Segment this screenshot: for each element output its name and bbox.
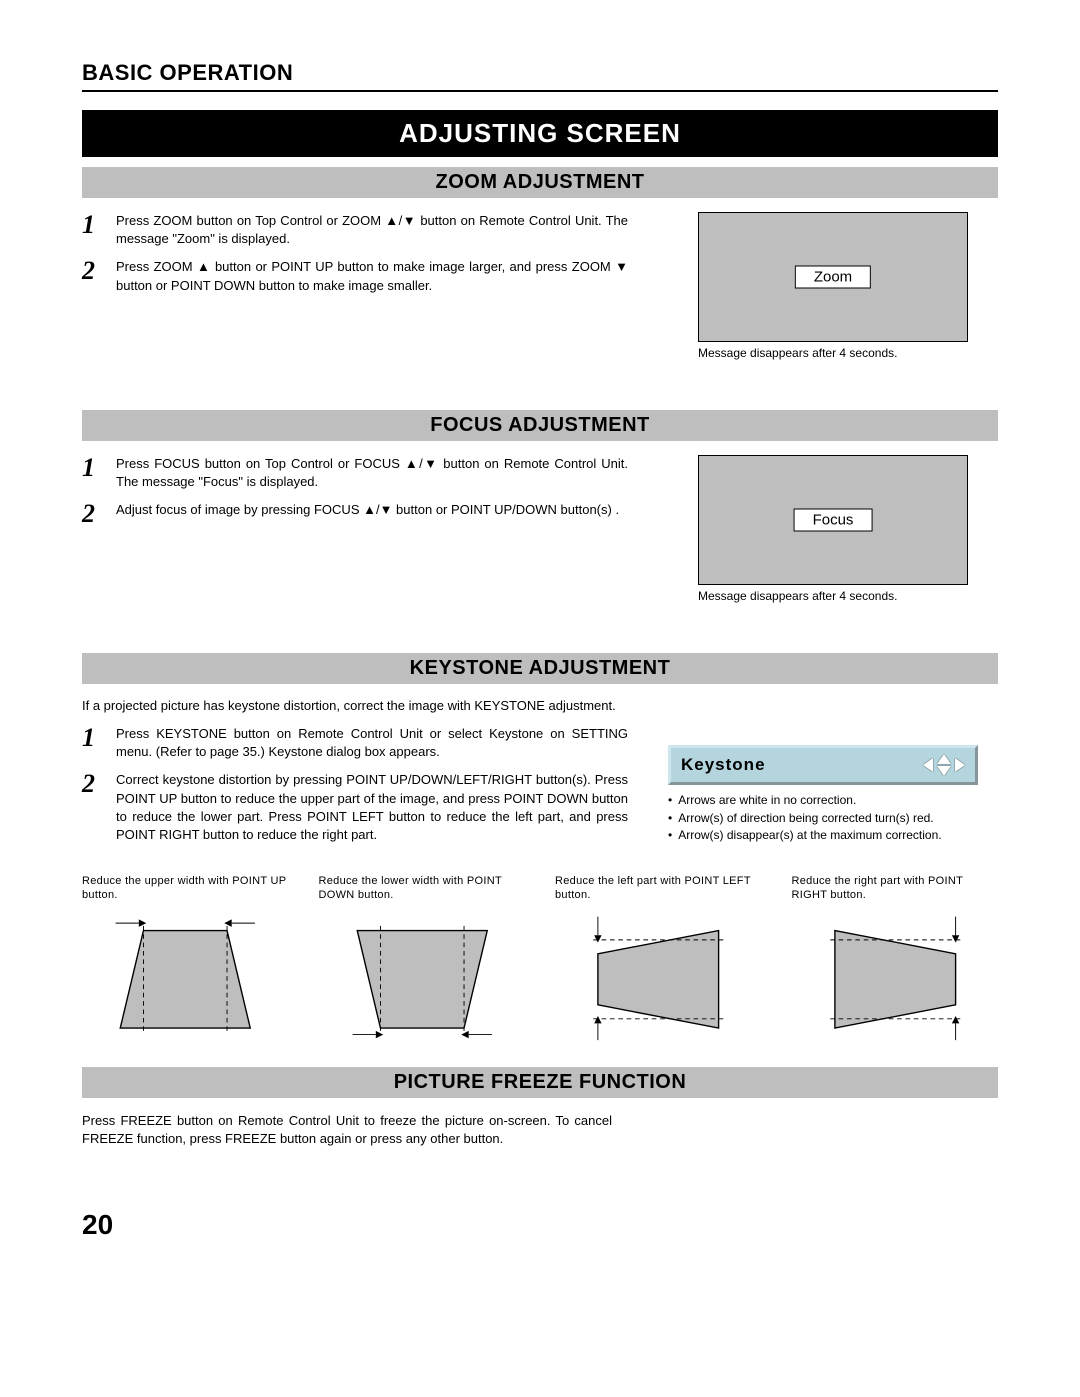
arrow-cluster-icon xyxy=(923,754,965,776)
keystone-heading: KEYSTONE ADJUSTMENT xyxy=(82,653,998,684)
focus-step2: Adjust focus of image by pressing FOCUS … xyxy=(116,501,628,527)
zoom-step2: Press ZOOM ▲ button or POINT UP button t… xyxy=(116,258,628,294)
triangle-left-icon xyxy=(923,758,933,772)
triangle-up-icon xyxy=(937,754,951,764)
zoom-screen-label: Zoom xyxy=(795,266,871,289)
freeze-text: Press FREEZE button on Remote Control Un… xyxy=(82,1112,612,1148)
page-number: 20 xyxy=(82,1209,998,1241)
keystone-intro: If a projected picture has keystone dist… xyxy=(82,698,998,713)
step-number: 1 xyxy=(82,725,102,761)
keystone-diagram-left xyxy=(555,912,762,1042)
keystone-diagram-row: Reduce the upper width with POINT UP but… xyxy=(82,874,998,1047)
freeze-heading: PICTURE FREEZE FUNCTION xyxy=(82,1067,998,1098)
zoom-caption: Message disappears after 4 seconds. xyxy=(698,346,998,360)
step-number: 2 xyxy=(82,501,102,527)
page-header: BASIC OPERATION xyxy=(82,60,998,92)
diagram-caption: Reduce the right part with POINT RIGHT b… xyxy=(792,874,999,904)
focus-step1: Press FOCUS button on Top Control or FOC… xyxy=(116,455,628,491)
focus-screen-label: Focus xyxy=(794,509,873,532)
keystone-bullets: Arrows are white in no correction. Arrow… xyxy=(668,793,998,844)
focus-caption: Message disappears after 4 seconds. xyxy=(698,589,998,603)
step-number: 2 xyxy=(82,258,102,294)
keystone-diagram-down xyxy=(319,912,526,1042)
step-number: 2 xyxy=(82,771,102,844)
diagram-caption: Reduce the lower width with POINT DOWN b… xyxy=(319,874,526,904)
focus-heading: FOCUS ADJUSTMENT xyxy=(82,410,998,441)
keystone-dialog-label: Keystone xyxy=(681,755,766,775)
zoom-screen: Zoom xyxy=(698,212,968,342)
zoom-step1: Press ZOOM button on Top Control or ZOOM… xyxy=(116,212,628,248)
title-bar: ADJUSTING SCREEN xyxy=(82,110,998,157)
step-number: 1 xyxy=(82,212,102,248)
keystone-diagram-up xyxy=(82,912,289,1042)
keystone-diagram-right xyxy=(792,912,999,1042)
diagram-caption: Reduce the upper width with POINT UP but… xyxy=(82,874,289,904)
triangle-right-icon xyxy=(955,758,965,772)
keystone-dialog: Keystone xyxy=(668,745,978,785)
focus-screen: Focus xyxy=(698,455,968,585)
step-number: 1 xyxy=(82,455,102,491)
keystone-step1: Press KEYSTONE button on Remote Control … xyxy=(116,725,628,761)
keystone-step2: Correct keystone distortion by pressing … xyxy=(116,771,628,844)
triangle-down-icon xyxy=(937,766,951,776)
diagram-caption: Reduce the left part with POINT LEFT but… xyxy=(555,874,762,904)
zoom-heading: ZOOM ADJUSTMENT xyxy=(82,167,998,198)
